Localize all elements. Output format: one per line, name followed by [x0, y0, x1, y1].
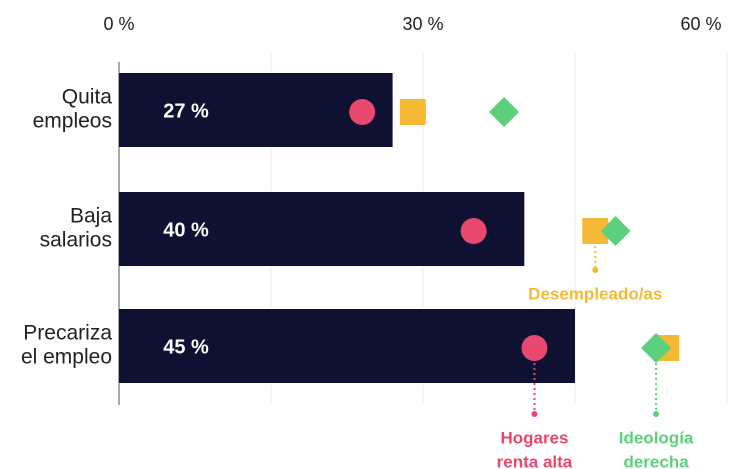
x-tick-label: 30 % — [402, 14, 443, 34]
annotation-label: renta alta — [497, 452, 573, 469]
annotation: Hogares renta alta — [497, 363, 573, 469]
annotation-label: Desempleado/as — [528, 284, 662, 303]
annotation: Ideología derecha — [619, 363, 694, 469]
x-tick-label: 60 % — [680, 14, 721, 34]
leader-dot — [653, 411, 660, 417]
value-label: 27 % — [163, 100, 209, 122]
annotation-label: Hogares — [500, 428, 568, 447]
leader-dot — [592, 267, 599, 273]
marker — [600, 216, 631, 246]
x-tick-label: 0 % — [103, 14, 134, 34]
marker — [399, 99, 426, 125]
marker — [460, 218, 487, 244]
marker — [489, 97, 520, 127]
annotation: Desempleado/as — [528, 246, 662, 303]
category-label: Precariza — [23, 322, 112, 345]
bar — [119, 309, 575, 383]
marker — [349, 99, 376, 125]
marker — [641, 333, 672, 363]
bar — [119, 192, 525, 266]
category-label: salarios — [40, 229, 112, 252]
category-label: Baja — [70, 205, 112, 228]
marker — [521, 335, 548, 361]
category-label: el empleo — [21, 346, 112, 369]
value-label: 40 % — [163, 219, 209, 241]
value-label: 45 % — [163, 336, 209, 358]
category-label: empleos — [33, 110, 112, 133]
annotation-label: derecha — [623, 452, 689, 469]
leader-dot — [531, 411, 538, 417]
annotation-label: Ideología — [619, 428, 694, 447]
bar — [119, 73, 393, 147]
category-label: Quita — [62, 86, 113, 109]
